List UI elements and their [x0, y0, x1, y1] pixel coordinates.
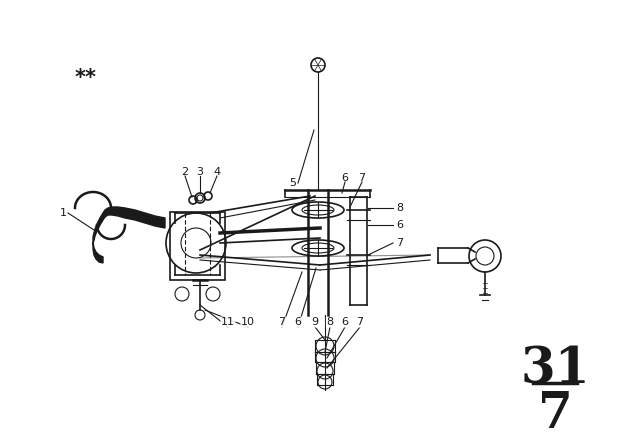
Text: 2: 2 — [181, 167, 189, 177]
Text: 10: 10 — [241, 317, 255, 327]
Text: 4: 4 — [213, 167, 221, 177]
Text: 7: 7 — [396, 238, 404, 248]
Bar — [170, 212, 225, 280]
Text: 3: 3 — [196, 167, 204, 177]
Text: 9: 9 — [312, 317, 319, 327]
Polygon shape — [94, 207, 165, 240]
Text: 6: 6 — [294, 317, 301, 327]
Text: 6: 6 — [397, 220, 403, 230]
Text: **: ** — [75, 68, 97, 88]
Text: 7: 7 — [358, 173, 365, 183]
Text: 8: 8 — [326, 317, 333, 327]
Text: 5: 5 — [289, 178, 296, 188]
Text: 7: 7 — [538, 390, 572, 439]
Text: 6: 6 — [342, 173, 349, 183]
Text: 11: 11 — [221, 317, 235, 327]
Text: 6: 6 — [342, 317, 349, 327]
Text: 7: 7 — [356, 317, 364, 327]
Text: 1: 1 — [60, 208, 67, 218]
Circle shape — [311, 58, 325, 72]
Text: 7: 7 — [278, 317, 285, 327]
Text: 31: 31 — [520, 345, 590, 394]
Polygon shape — [93, 233, 103, 263]
Text: 8: 8 — [396, 203, 404, 213]
